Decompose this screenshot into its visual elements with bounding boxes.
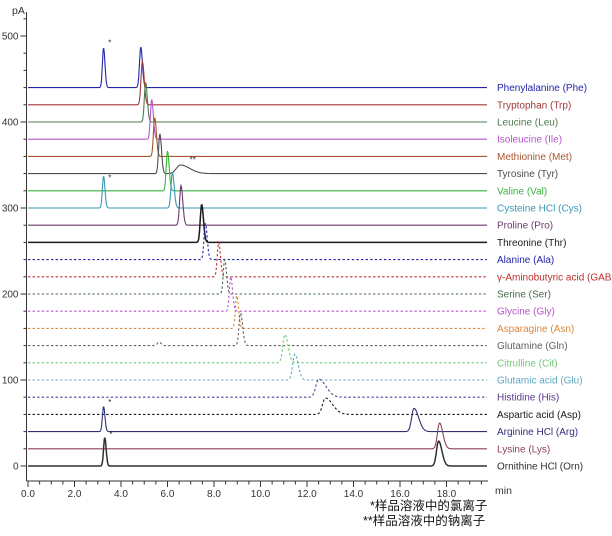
y-tick-label: 100 [2, 376, 19, 387]
trace-glutamine-gln [28, 311, 487, 347]
x-tick-label: 16.0 [390, 489, 410, 500]
series-label-tyrosine-tyr: Tyrosine (Tyr) [497, 169, 558, 180]
series-label-leucine-leu: Leucine (Leu) [497, 118, 558, 129]
trace-tryptophan-trp [28, 59, 487, 106]
trace-citrulline-cit [28, 333, 487, 364]
trace-valine-val [28, 151, 487, 192]
x-tick-label: 8.0 [207, 489, 221, 500]
trace-methionine-met [28, 117, 487, 157]
x-tick-label: 18.0 [437, 489, 457, 500]
y-tick-label: 200 [2, 290, 19, 301]
trace-threonine-thr [28, 203, 487, 244]
peak-marker-tyrosine-tyr: ** [190, 155, 196, 164]
series-label-citrulline-cit: Citrulline (Cit) [497, 358, 558, 369]
trace-glutamic-acid-glu [28, 353, 487, 381]
footnotes: *样品溶液中的氯离子 **样品溶液中的钠离子 [363, 499, 603, 529]
trace-cysteine-hcl-cys [28, 172, 487, 209]
y-tick-label: 400 [2, 118, 19, 129]
y-tick-label: 300 [2, 204, 19, 215]
series-label-alanine-ala: Alanine (Ala) [497, 255, 554, 266]
x-tick-label: 14.0 [344, 489, 364, 500]
footnote-sodium: **样品溶液中的钠离子 [363, 514, 486, 528]
trace-tyrosine-tyr [28, 133, 487, 175]
x-tick-label: 2.0 [68, 489, 82, 500]
trace-arginine-hcl-arg [28, 406, 487, 433]
trace-serine-ser [28, 257, 487, 295]
series-label-arginine-hcl-arg: Arginine HCl (Arg) [497, 427, 578, 438]
x-axis-unit-label: min [495, 485, 512, 497]
trace-leucine-leu [28, 82, 487, 123]
trace-glycine-gly [28, 275, 487, 312]
series-label-isoleucine-ile: Isoleucine (Ile) [497, 135, 562, 146]
trace-alanine-ala [28, 222, 487, 261]
peak-marker-cysteine-hcl-cys: * [108, 173, 111, 182]
series-label-glutamic-acid-glu: Glutamic acid (Glu) [497, 376, 583, 387]
series-label-aminobutyric-acid-gaba: γ-Aminobutyric acid (GABA) [497, 272, 612, 283]
y-tick-label: 0 [13, 462, 19, 473]
x-tick-label: 10.0 [251, 489, 271, 500]
x-tick-label: 0.0 [21, 489, 35, 500]
trace-proline-pro [28, 183, 487, 226]
series-label-phenylalanine-phe: Phenylalanine (Phe) [497, 83, 587, 94]
series-label-threonine-thr: Threonine (Thr) [497, 238, 566, 249]
series-label-glycine-gly: Glycine (Gly) [497, 307, 555, 318]
trace-lysine-lys [28, 422, 487, 450]
trace-aspartic-acid-asp [28, 397, 487, 415]
series-label-lysine-lys: Lysine (Lys) [497, 444, 550, 455]
series-label-cysteine-hcl-cys: Cysteine HCl (Cys) [497, 204, 582, 215]
footnote-chloride: *样品溶液中的氯离子 [370, 499, 488, 513]
peak-marker-phenylalanine-phe: * [108, 38, 111, 47]
trace-isoleucine-ile [28, 99, 487, 140]
series-label-serine-ser: Serine (Ser) [497, 290, 551, 301]
series-label-methionine-met: Methionine (Met) [497, 152, 572, 163]
trace-asparagine-asn [28, 293, 487, 329]
peak-marker-arginine-hcl-arg: * [108, 398, 111, 407]
trace-phenylalanine-phe [28, 46, 487, 89]
trace-histidine-his [28, 378, 487, 398]
series-label-histidine-his: Histidine (His) [497, 393, 559, 404]
series-label-tryptophan-trp: Tryptophan (Trp) [497, 100, 571, 111]
y-axis-unit-label: pA [12, 5, 25, 17]
trace-ornithine-hcl-orn [28, 437, 487, 467]
series-label-glutamine-gln: Glutamine (Gln) [497, 341, 568, 352]
y-tick-label: 500 [2, 32, 19, 43]
trace-aminobutyric-acid-gaba [28, 240, 487, 278]
x-tick-label: 12.0 [297, 489, 317, 500]
series-label-ornithine-hcl-orn: Ornithine HCl (Orn) [497, 462, 583, 473]
x-tick-label: 4.0 [114, 489, 128, 500]
x-tick-label: 6.0 [161, 489, 175, 500]
series-label-aspartic-acid-asp: Aspartic acid (Asp) [497, 410, 581, 421]
peak-marker-ornithine-hcl-orn: * [109, 430, 112, 439]
series-label-proline-pro: Proline (Pro) [497, 221, 553, 232]
series-label-asparagine-asn: Asparagine (Asn) [497, 324, 574, 335]
series-label-valine-val: Valine (Val) [497, 186, 547, 197]
